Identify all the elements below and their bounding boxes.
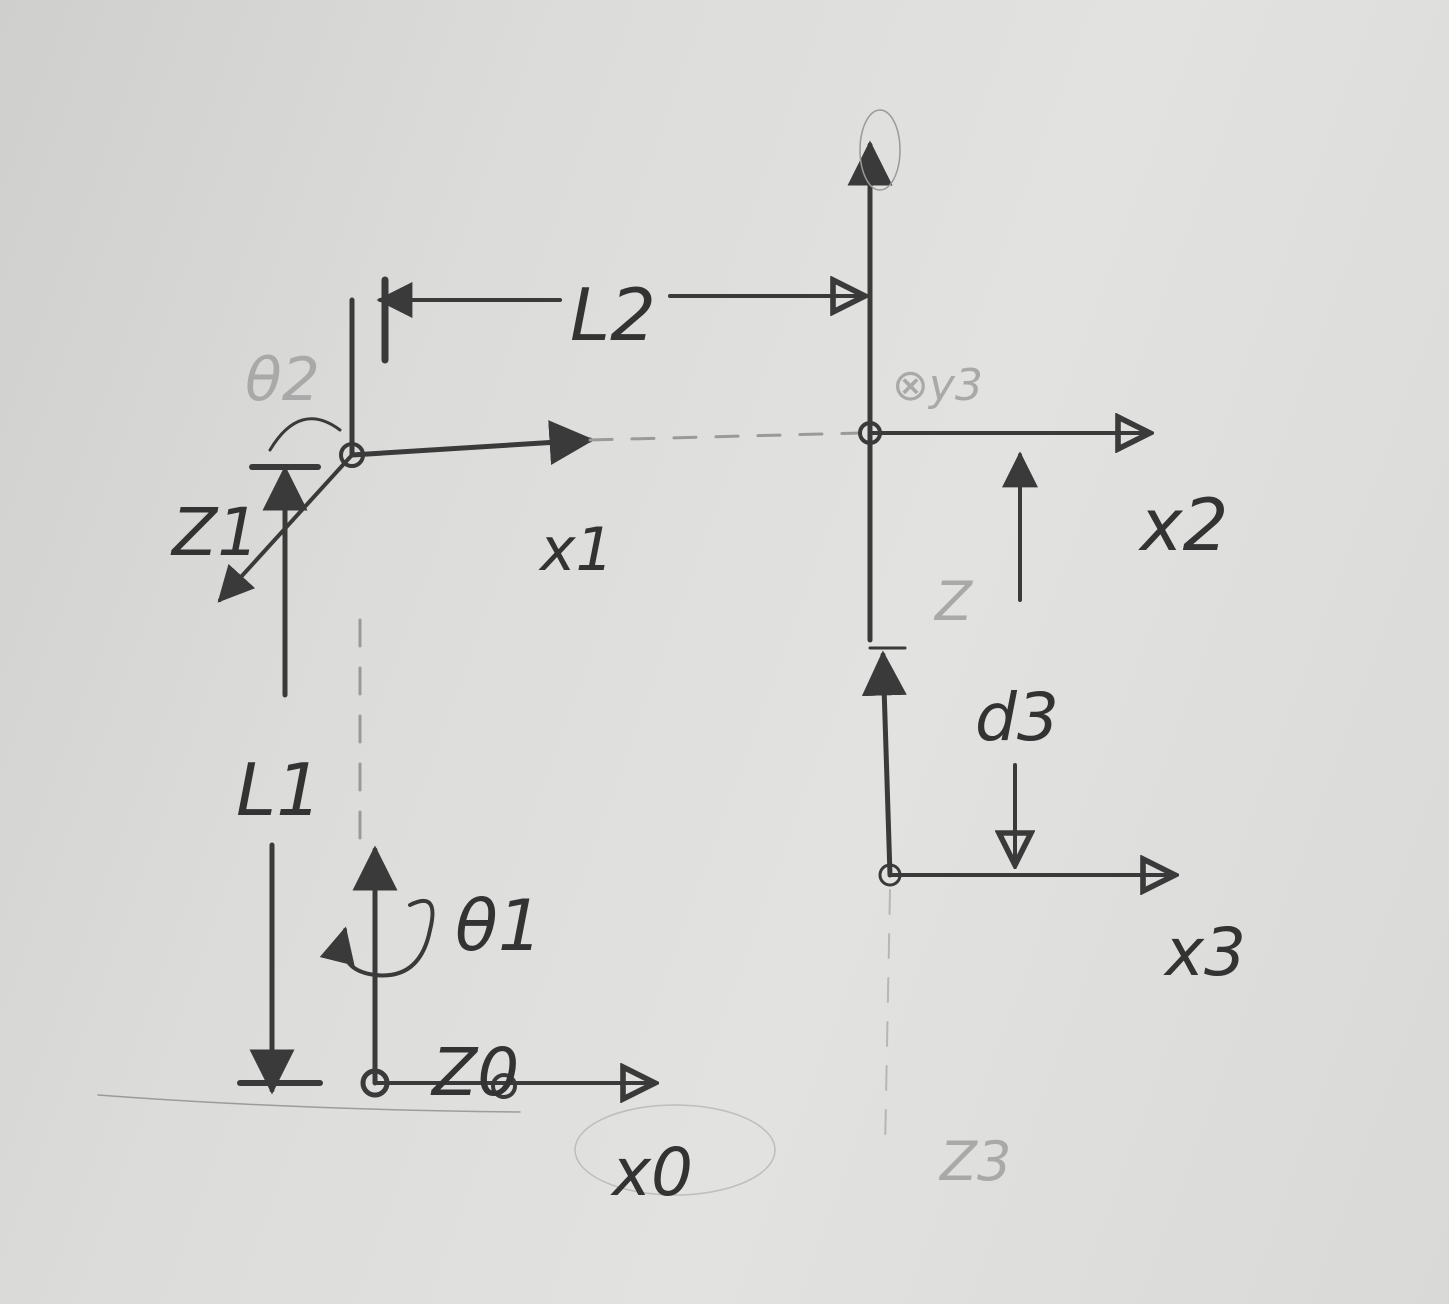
theta2-rotation-arrow xyxy=(268,417,342,452)
d3-label: d3 xyxy=(975,679,1059,756)
frame-1 xyxy=(217,297,862,603)
x1-axis-arrow xyxy=(349,420,595,466)
origin-1-dot xyxy=(339,442,365,468)
z3-up-arrow xyxy=(861,650,907,878)
frame-2 xyxy=(847,109,1150,647)
l1-dimension xyxy=(237,464,323,1095)
x0-label: x0 xyxy=(610,1134,693,1211)
x2-label: x2 xyxy=(1138,483,1228,567)
l2-dimension xyxy=(376,280,865,364)
origin-0-dot xyxy=(360,1068,390,1098)
z-faint-label: Z xyxy=(933,570,973,633)
z3-faint-dashed-line xyxy=(884,889,891,1151)
x1-x2-dashed-line xyxy=(588,431,862,442)
z1-label: Z1 xyxy=(170,494,259,571)
theta1-label: θ1 xyxy=(455,885,542,967)
z1-axis-arrow xyxy=(217,453,354,603)
z-arrow-loop xyxy=(859,109,901,191)
origin-2-dot xyxy=(858,421,882,445)
x1-label: x1 xyxy=(538,515,614,585)
frame-3 xyxy=(861,646,1175,1151)
ground-line xyxy=(97,1094,521,1113)
z0-circle-mark xyxy=(491,1073,517,1099)
theta2-label: θ2 xyxy=(245,345,320,415)
x3-label: x3 xyxy=(1163,914,1246,991)
theta1-rotation-arrow xyxy=(319,898,435,978)
z3-faint-label: Z3 xyxy=(938,1130,1011,1193)
y3-label: ⊗y3 xyxy=(892,360,983,411)
l2-label: L2 xyxy=(570,273,656,357)
z0-label: Z0 xyxy=(430,1034,519,1111)
l1-label: L1 xyxy=(236,748,322,832)
origin-3-dot xyxy=(878,863,902,887)
base-frame-0 xyxy=(97,845,776,1196)
x0-label-ellipse xyxy=(574,1104,776,1196)
d3-dimension xyxy=(1015,451,1038,865)
